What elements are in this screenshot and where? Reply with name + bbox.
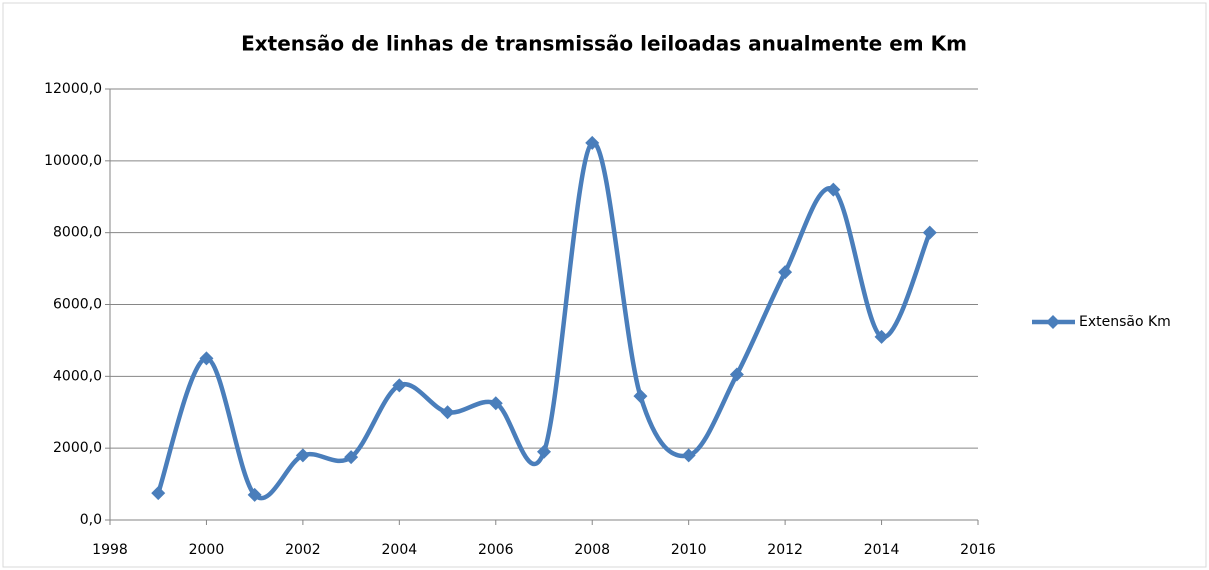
chart-title: Extensão de linhas de transmissão leiloa… bbox=[241, 32, 967, 56]
x-tick-label: 2002 bbox=[285, 542, 321, 558]
x-tick-label: 2010 bbox=[671, 542, 707, 558]
data-point bbox=[440, 405, 455, 420]
data-point bbox=[247, 487, 262, 502]
data-point bbox=[199, 351, 214, 366]
data-point bbox=[633, 389, 648, 404]
data-point bbox=[151, 486, 166, 501]
x-tick-label: 2006 bbox=[478, 542, 514, 558]
x-tick-label: 2004 bbox=[382, 542, 418, 558]
x-tick-label: 2012 bbox=[767, 542, 803, 558]
data-point bbox=[295, 448, 310, 463]
data-point bbox=[585, 135, 600, 150]
data-point bbox=[344, 450, 359, 465]
data-point bbox=[392, 378, 407, 393]
data-point bbox=[922, 225, 937, 240]
data-point bbox=[537, 444, 551, 459]
data-point bbox=[778, 265, 793, 280]
y-tick-label: 0,0 bbox=[80, 512, 102, 528]
x-tick-label: 2008 bbox=[574, 542, 610, 558]
data-point bbox=[874, 329, 889, 344]
x-tick-label: 2016 bbox=[960, 542, 996, 558]
y-tick-label: 12000,0 bbox=[44, 81, 102, 97]
legend-label: Extensão Km bbox=[1079, 314, 1171, 330]
y-tick-label: 4000,0 bbox=[53, 368, 102, 384]
legend-marker bbox=[1046, 315, 1060, 329]
y-tick-label: 6000,0 bbox=[53, 297, 102, 313]
y-tick-label: 10000,0 bbox=[44, 153, 102, 169]
x-tick-label: 1998 bbox=[92, 542, 128, 558]
data-point bbox=[488, 396, 503, 411]
x-tick-label: 2000 bbox=[189, 542, 225, 558]
series-line bbox=[156, 140, 932, 501]
y-tick-label: 8000,0 bbox=[53, 225, 102, 241]
data-point bbox=[826, 182, 841, 197]
x-tick-label: 2014 bbox=[864, 542, 900, 558]
data-point bbox=[681, 448, 696, 463]
data-point bbox=[729, 367, 744, 382]
y-tick-label: 2000,0 bbox=[53, 440, 102, 456]
